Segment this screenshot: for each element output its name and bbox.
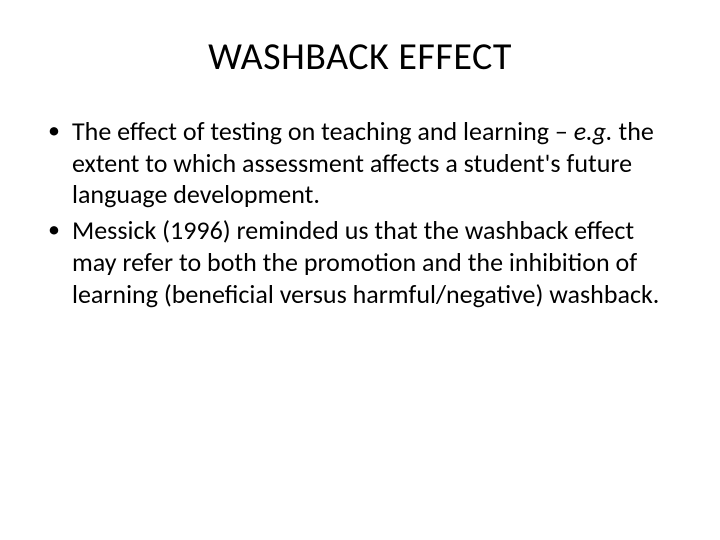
bullet-text-italic: e.g.	[574, 115, 613, 147]
slide: WASHBACK EFFECT The effect of testing on…	[0, 0, 720, 540]
bullet-list: The effect of testing on teaching and le…	[38, 116, 682, 310]
bullet-item: Messick (1996) reminded us that the wash…	[46, 215, 682, 310]
slide-title: WASHBACK EFFECT	[38, 34, 682, 80]
bullet-text-pre: The effect of testing on teaching and le…	[72, 115, 574, 147]
bullet-item: The effect of testing on teaching and le…	[46, 116, 682, 211]
bullet-text-pre: Messick (1996) reminded us that the wash…	[72, 214, 659, 309]
